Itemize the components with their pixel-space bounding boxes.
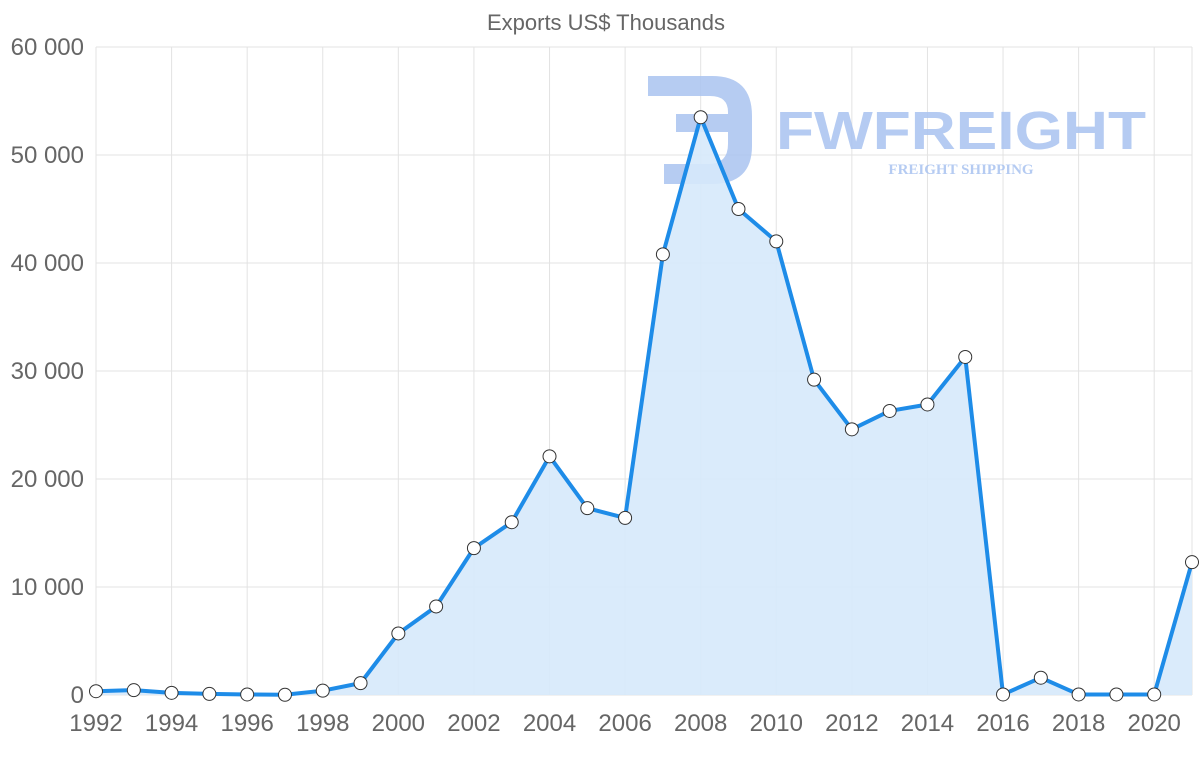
data-point-2001[interactable] (429, 599, 444, 614)
data-point-1992[interactable] (89, 684, 103, 699)
data-point-2011[interactable] (807, 372, 822, 387)
data-point-2004[interactable] (542, 449, 557, 464)
data-point-2002[interactable] (466, 541, 481, 556)
data-point-2017[interactable] (1033, 670, 1048, 685)
x-tick-label: 2018 (1052, 710, 1105, 737)
x-tick-label: 2000 (372, 710, 425, 737)
data-point-2015[interactable] (958, 349, 973, 364)
data-point-2016[interactable] (996, 687, 1011, 702)
y-tick-label: 20 000 (11, 466, 84, 493)
watermark-brand: FWFREIGHT (776, 101, 1146, 161)
x-tick-label: 2016 (976, 710, 1029, 737)
y-tick-label: 40 000 (11, 250, 84, 277)
y-tick-label: 10 000 (11, 574, 84, 601)
data-point-1994[interactable] (164, 685, 179, 700)
y-axis-ticks: 0 10 000 20 000 30 000 40 000 50 000 60 000 (11, 34, 84, 709)
data-point-2012[interactable] (844, 422, 859, 437)
x-tick-label: 2006 (598, 710, 651, 737)
data-point-2021[interactable] (1185, 555, 1199, 570)
x-tick-label: 2008 (674, 710, 727, 737)
watermark-tagline: FREIGHT SHIPPING (888, 162, 1033, 178)
x-tick-label: 2010 (750, 710, 803, 737)
x-tick-label: 2004 (523, 710, 576, 737)
x-tick-label: 2020 (1128, 710, 1181, 737)
chart-title: Exports US$ Thousands (487, 10, 725, 35)
data-point-2006[interactable] (618, 510, 633, 525)
data-points (89, 110, 1199, 702)
y-tick-label: 60 000 (11, 34, 84, 61)
data-point-2014[interactable] (920, 397, 935, 412)
x-tick-label: 2002 (447, 710, 500, 737)
data-point-1993[interactable] (126, 683, 141, 698)
x-tick-label: 1992 (69, 710, 122, 737)
data-point-2013[interactable] (882, 403, 897, 418)
x-tick-label: 1996 (220, 710, 273, 737)
data-point-1996[interactable] (240, 687, 255, 702)
data-point-2003[interactable] (504, 515, 519, 530)
data-point-2019[interactable] (1109, 687, 1124, 702)
data-point-2008[interactable] (693, 110, 708, 125)
data-point-2005[interactable] (580, 501, 595, 516)
y-tick-label: 0 (71, 682, 84, 709)
data-point-2007[interactable] (655, 247, 670, 262)
x-tick-label: 1998 (296, 710, 349, 737)
exports-area-fill (96, 117, 1192, 695)
data-point-1995[interactable] (202, 686, 217, 701)
y-tick-label: 50 000 (11, 142, 84, 169)
data-point-1999[interactable] (353, 676, 368, 691)
data-point-2009[interactable] (731, 202, 746, 216)
data-point-1997[interactable] (277, 687, 292, 702)
data-point-2020[interactable] (1147, 687, 1162, 702)
data-point-2000[interactable] (391, 626, 406, 641)
x-axis-ticks: 1992 1994 1996 1998 2000 2002 2004 2006 2008 2010… (69, 710, 1181, 737)
x-tick-label: 1994 (145, 710, 198, 737)
y-tick-label: 30 000 (11, 358, 84, 385)
x-tick-label: 2014 (901, 710, 954, 737)
x-tick-label: 2012 (825, 710, 878, 737)
data-point-2010[interactable] (769, 234, 784, 249)
data-point-1998[interactable] (315, 683, 330, 698)
data-point-2018[interactable] (1071, 687, 1086, 702)
